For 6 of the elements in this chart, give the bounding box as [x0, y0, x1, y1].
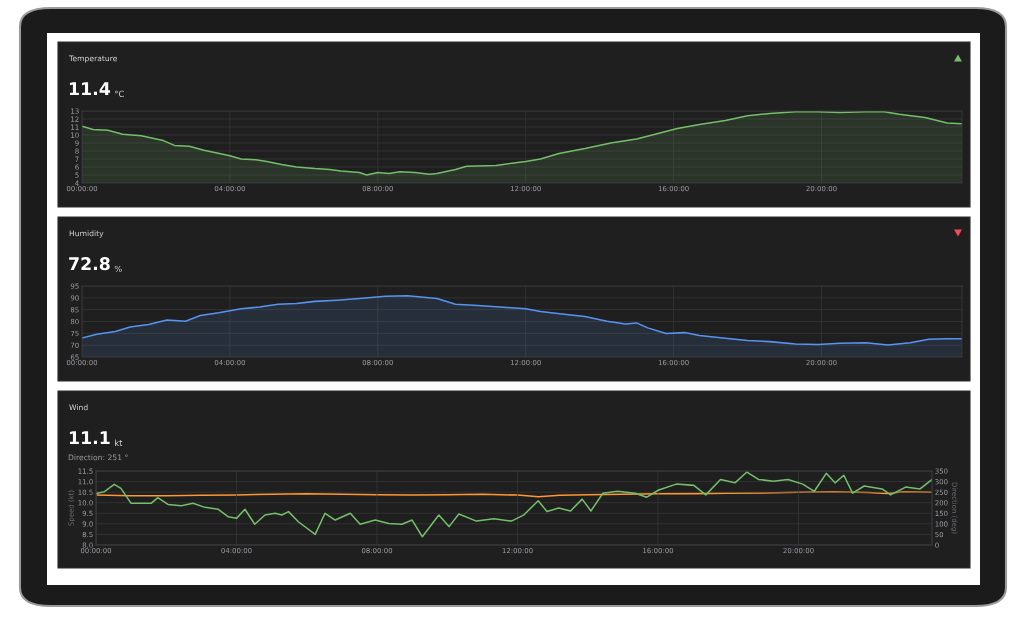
text: kt — [115, 439, 123, 446]
text: 11.4 — [69, 82, 111, 95]
text: °C — [115, 90, 124, 97]
text: 72.8 — [69, 257, 110, 271]
text: % — [114, 265, 122, 272]
text: 11.1 — [69, 431, 110, 444]
